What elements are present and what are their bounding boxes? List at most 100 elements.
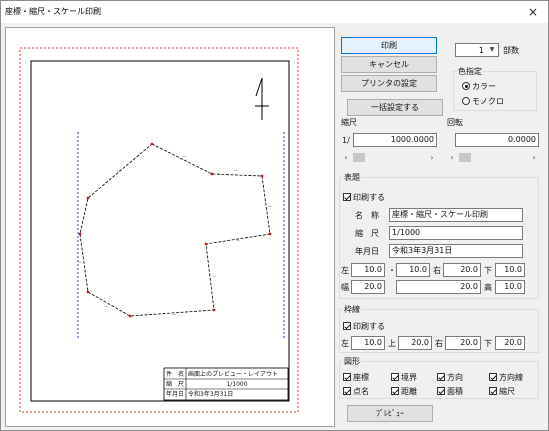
title-group: 表題 <box>339 172 539 299</box>
bottom-label: 下 <box>484 266 492 275</box>
scrollbar-track <box>457 153 529 162</box>
page-margin <box>19 47 299 413</box>
color-option-label: モノクロ <box>472 97 504 106</box>
width-input[interactable]: 20.0 <box>351 280 385 294</box>
draw-option-2[interactable]: 方向 <box>437 372 463 383</box>
draw-option-7[interactable]: 縮尺 <box>489 386 515 397</box>
color-option-mono[interactable]: モノクロ <box>462 96 504 107</box>
cancel-button[interactable]: キャンセル <box>341 56 437 73</box>
ok-button[interactable]: 印刷 <box>341 37 437 54</box>
dialog-title: 座標・縮尺・スケール印刷 <box>5 7 101 16</box>
checkbox-label: 印刷する <box>353 193 385 202</box>
scroll-right-icon[interactable]: › <box>430 153 434 162</box>
color-option-color[interactable]: カラー <box>462 81 496 92</box>
chevron-down-icon: ▼ <box>489 46 495 53</box>
color-group-title: 色指定 <box>457 66 483 77</box>
pos-x-input[interactable]: 10.0 <box>351 263 385 277</box>
radio-on-icon <box>462 82 470 90</box>
distance-label: — <box>234 168 238 173</box>
checkbox-checked-icon <box>343 373 351 381</box>
distance-labels: — — — — — — — — — <box>78 154 272 317</box>
height-end-input[interactable]: 10.0 <box>495 280 525 294</box>
frame-group-title: 枠線 <box>343 304 361 315</box>
draw-option-0[interactable]: 座標 <box>343 372 369 383</box>
pos-label: 左 <box>341 266 349 275</box>
checkbox-label: 縮尺 <box>499 387 515 396</box>
title-group-title: 表題 <box>343 172 361 183</box>
draw-option-6[interactable]: 面積 <box>437 386 463 397</box>
copies-select[interactable]: 1 ▼ <box>455 43 499 57</box>
point-marker <box>78 232 82 236</box>
draw-option-5[interactable]: 距離 <box>391 386 417 397</box>
north-arrow-icon <box>255 77 269 120</box>
checkbox-label: 印刷する <box>353 322 385 331</box>
distance-label: — <box>268 204 272 209</box>
frame-left-label: 左 <box>341 339 349 348</box>
distance-label: — <box>104 304 108 309</box>
point-marker <box>268 232 272 236</box>
checkbox-checked-icon <box>437 373 445 381</box>
title-block-value: 令和3年3月31日 <box>188 391 234 398</box>
date-input[interactable]: 令和3年3月31日 <box>389 244 523 258</box>
checkbox-checked-icon <box>343 193 351 201</box>
point-marker <box>86 196 90 200</box>
point-marker <box>86 290 90 294</box>
draw-option-1[interactable]: 境界 <box>391 372 417 383</box>
scrollbar-thumb[interactable] <box>458 153 471 162</box>
title-block-value: 1/1000 <box>226 381 248 388</box>
pos-y-input[interactable]: 10.0 <box>396 263 430 277</box>
title-scale-input[interactable]: 1/1000 <box>389 226 523 240</box>
frame-top-input[interactable]: 20.0 <box>398 336 432 350</box>
distance-label: — <box>182 154 186 159</box>
printer-setup-button[interactable]: プリンタの設定 <box>341 75 437 92</box>
copies-value: 1 <box>478 46 484 55</box>
rotation-input[interactable]: 0.0000 <box>455 133 539 147</box>
point-marker <box>150 142 154 146</box>
draw-option-3[interactable]: 方向線 <box>489 372 523 383</box>
checkbox-label: 境界 <box>401 373 417 382</box>
name-input[interactable]: 座標・縮尺・スケール印刷 <box>389 208 523 222</box>
bottom-input[interactable]: 10.0 <box>495 263 525 277</box>
checkbox-checked-icon <box>489 373 497 381</box>
title-block-key: 年月日 <box>166 391 185 398</box>
right-input[interactable]: 20.0 <box>443 263 481 277</box>
scroll-left-icon[interactable]: ‹ <box>344 153 348 162</box>
title-enable-checkbox[interactable]: 印刷する <box>343 192 385 203</box>
frame-enable-checkbox[interactable]: 印刷する <box>343 321 385 332</box>
preview-button[interactable]: ﾌﾟﾚﾋﾞｭｰ <box>347 405 433 422</box>
title-block-key: 件 名 <box>166 371 185 378</box>
frame-bottom-input[interactable]: 20.0 <box>495 336 525 350</box>
rotation-title: 回転 <box>447 118 463 127</box>
apply-all-button[interactable]: 一括設定する <box>347 99 443 116</box>
radio-off-icon <box>462 97 470 105</box>
draw-group: 図形 <box>339 356 539 399</box>
point-marker <box>128 314 132 318</box>
checkbox-label: 点名 <box>353 387 369 396</box>
scroll-right-icon[interactable]: › <box>532 153 536 162</box>
frame-bottom-label: 下 <box>484 339 492 348</box>
width-label: 幅 <box>341 283 349 292</box>
frame-right-label: 右 <box>435 339 443 348</box>
scrollbar-thumb[interactable] <box>352 153 365 162</box>
point-marker <box>212 308 216 312</box>
height-input[interactable]: 20.0 <box>396 280 481 294</box>
frame-left-input[interactable]: 10.0 <box>351 336 385 350</box>
date-label: 年月日 <box>355 247 379 256</box>
point-marker <box>204 242 208 246</box>
scroll-left-icon[interactable]: ‹ <box>450 153 454 162</box>
copies-label: 部数 <box>503 46 519 55</box>
title-block <box>163 367 289 401</box>
scale-title: 縮尺 <box>341 118 357 127</box>
close-button[interactable]: × <box>527 5 539 19</box>
draw-option-4[interactable]: 点名 <box>343 386 369 397</box>
rotation-scrollbar[interactable]: ‹ › <box>447 152 539 163</box>
checkbox-checked-icon <box>391 387 399 395</box>
scale-input[interactable]: 1000.0000 <box>353 133 437 147</box>
distance-label: — <box>78 260 82 265</box>
title-scale-label: 縮 尺 <box>355 229 379 238</box>
checkbox-label: 方向 <box>447 373 463 382</box>
scale-scrollbar[interactable]: ‹ › <box>341 152 437 163</box>
color-group: 色指定 カラー モノクロ <box>453 66 537 111</box>
frame-right-input[interactable]: 20.0 <box>445 336 481 350</box>
